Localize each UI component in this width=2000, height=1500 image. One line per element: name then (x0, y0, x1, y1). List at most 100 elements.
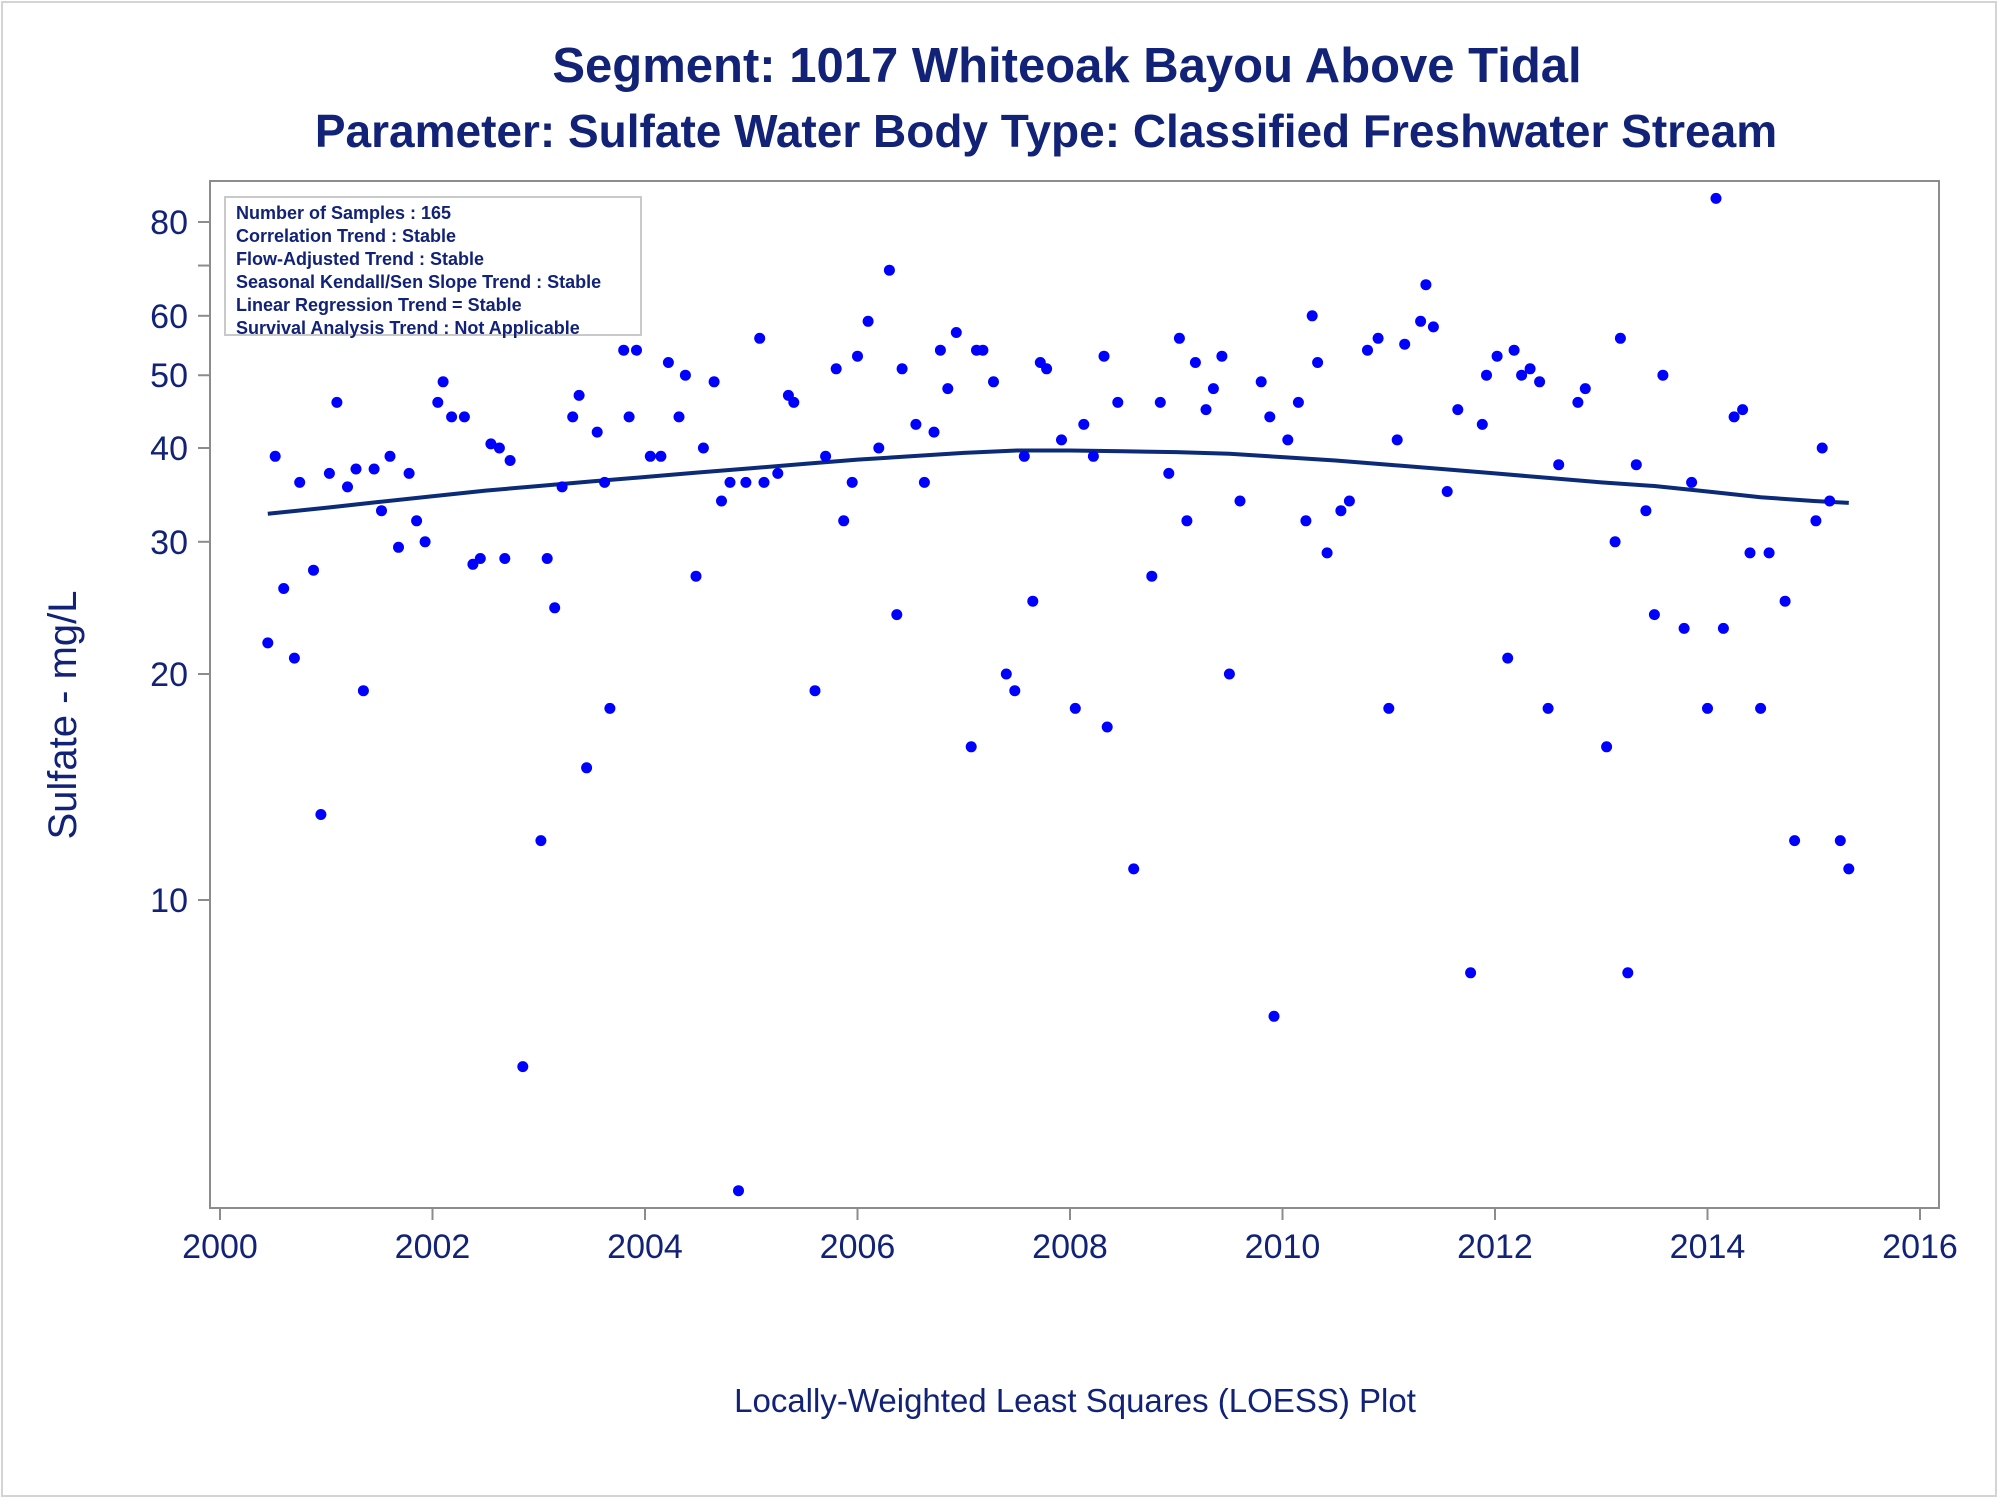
data-point (1481, 369, 1492, 381)
data-point (1524, 363, 1536, 375)
data-point (1622, 967, 1634, 979)
data-point (331, 396, 343, 408)
data-point (1216, 350, 1228, 362)
data-point (1372, 332, 1384, 344)
data-point (1056, 434, 1067, 446)
data-point (977, 344, 989, 356)
data-point (1465, 967, 1477, 979)
data-point (788, 396, 800, 408)
data-point (1101, 721, 1113, 733)
x-tick-label: 2008 (1032, 1228, 1108, 1266)
data-point (1000, 668, 1012, 680)
data-point (1542, 702, 1554, 714)
chart-subtitle: Parameter: Sulfate Water Body Type: Clas… (314, 105, 1778, 157)
data-point (965, 741, 977, 753)
data-point (1810, 515, 1822, 527)
data-point (437, 376, 449, 388)
data-point (716, 495, 727, 507)
data-point (1710, 192, 1722, 204)
data-point (1491, 350, 1503, 362)
data-point (350, 463, 362, 475)
x-tick-label: 2002 (395, 1228, 471, 1266)
data-point (988, 376, 999, 388)
data-point (599, 476, 611, 488)
data-point (446, 411, 458, 423)
data-point (724, 476, 736, 488)
data-point (1572, 396, 1584, 408)
data-point (262, 637, 274, 649)
data-point (662, 357, 674, 368)
data-point (1200, 404, 1212, 416)
data-point (820, 450, 832, 462)
data-point (1399, 338, 1411, 350)
data-point (1223, 668, 1235, 680)
data-point (673, 411, 685, 423)
data-point (499, 553, 511, 564)
y-tick-label: 30 (150, 524, 188, 562)
data-point (852, 350, 863, 362)
data-point (1737, 404, 1749, 416)
data-point (1009, 685, 1021, 697)
data-point (1441, 486, 1453, 497)
data-point (393, 541, 404, 553)
stats-line-seasonal-kendall: Seasonal Kendall/Sen Slope Trend : Stabl… (236, 272, 602, 292)
data-point (269, 450, 281, 462)
y-tick-label: 80 (150, 204, 188, 242)
loess-curve (267, 448, 1849, 516)
y-tick-label: 10 (150, 882, 188, 920)
data-point (846, 476, 858, 488)
data-point (419, 536, 431, 548)
data-point (1321, 547, 1333, 559)
data-point (618, 344, 630, 356)
data-point (690, 570, 702, 582)
y-tick-label: 40 (150, 430, 188, 468)
data-point (517, 1061, 529, 1073)
data-point (1744, 547, 1756, 559)
data-point (754, 332, 766, 344)
data-point (288, 652, 300, 664)
x-tick-label: 2014 (1670, 1228, 1746, 1266)
data-point (1415, 315, 1427, 327)
data-point (1163, 467, 1175, 479)
data-point (403, 467, 415, 479)
data-point (697, 442, 709, 454)
data-point (541, 553, 553, 564)
data-point (928, 426, 940, 438)
data-point (1362, 344, 1373, 356)
data-point (1181, 515, 1193, 527)
data-point (1717, 622, 1729, 634)
data-point (357, 685, 369, 697)
stats-line-correlation: Correlation Trend : Stable (236, 226, 457, 246)
data-point (467, 558, 479, 570)
footnote: Locally-Weighted Least Squares (LOESS) P… (734, 1382, 1416, 1419)
data-point (549, 602, 561, 614)
data-point (604, 702, 616, 714)
data-point (591, 426, 603, 438)
data-point (772, 467, 784, 479)
stats-line-flow-adjusted: Flow-Adjusted Trend : Stable (236, 249, 485, 269)
x-tick-label: 2004 (607, 1228, 683, 1266)
data-point (278, 583, 290, 594)
data-point (838, 515, 850, 527)
plot-border (209, 180, 1940, 1209)
data-point (950, 327, 962, 338)
data-point (1579, 383, 1591, 395)
stats-line-survival: Survival Analysis Trend : Not Applicable (236, 318, 580, 338)
data-point (1234, 495, 1246, 507)
data-point (556, 481, 568, 493)
data-point (1755, 702, 1767, 714)
data-point (573, 389, 585, 401)
data-point (896, 363, 908, 375)
data-point (1189, 357, 1201, 368)
data-point (708, 376, 720, 388)
data-point (411, 515, 423, 527)
data-point (1648, 609, 1660, 621)
data-point (458, 411, 470, 423)
data-point (323, 467, 335, 479)
data-point (1630, 459, 1642, 471)
data-point (376, 505, 387, 517)
data-point (1678, 622, 1690, 634)
data-point (1843, 863, 1855, 875)
data-point (1516, 369, 1528, 381)
